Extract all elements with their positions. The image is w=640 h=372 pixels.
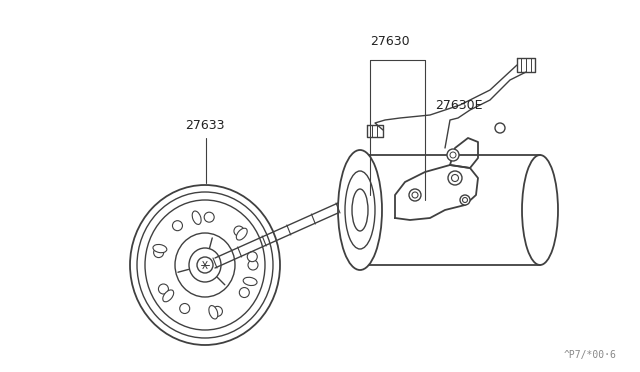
Ellipse shape bbox=[234, 226, 244, 236]
Ellipse shape bbox=[239, 288, 250, 298]
Ellipse shape bbox=[338, 150, 382, 270]
Text: 27630E: 27630E bbox=[435, 99, 483, 112]
Ellipse shape bbox=[352, 189, 368, 231]
Ellipse shape bbox=[209, 305, 218, 319]
Ellipse shape bbox=[340, 155, 380, 265]
Text: ^P7/*00·6: ^P7/*00·6 bbox=[564, 350, 616, 360]
Ellipse shape bbox=[130, 185, 280, 345]
Ellipse shape bbox=[189, 248, 221, 282]
Ellipse shape bbox=[495, 123, 505, 133]
Ellipse shape bbox=[346, 171, 374, 248]
Ellipse shape bbox=[137, 192, 273, 338]
Ellipse shape bbox=[204, 212, 214, 222]
Ellipse shape bbox=[460, 195, 470, 205]
Ellipse shape bbox=[447, 149, 459, 161]
Ellipse shape bbox=[180, 304, 189, 314]
Ellipse shape bbox=[192, 211, 201, 224]
Ellipse shape bbox=[197, 257, 213, 273]
Ellipse shape bbox=[212, 307, 223, 316]
Ellipse shape bbox=[163, 290, 173, 302]
Ellipse shape bbox=[236, 228, 247, 240]
Ellipse shape bbox=[154, 248, 164, 257]
Ellipse shape bbox=[409, 189, 421, 201]
Ellipse shape bbox=[159, 284, 168, 294]
Ellipse shape bbox=[345, 171, 375, 249]
Ellipse shape bbox=[248, 260, 258, 270]
Ellipse shape bbox=[145, 200, 265, 330]
Ellipse shape bbox=[247, 252, 257, 262]
Ellipse shape bbox=[522, 155, 558, 265]
Text: 27630: 27630 bbox=[370, 35, 410, 48]
Text: 27633: 27633 bbox=[185, 119, 225, 131]
Ellipse shape bbox=[153, 244, 167, 253]
Ellipse shape bbox=[172, 221, 182, 231]
Ellipse shape bbox=[175, 233, 235, 297]
Ellipse shape bbox=[243, 277, 257, 286]
Ellipse shape bbox=[448, 171, 462, 185]
